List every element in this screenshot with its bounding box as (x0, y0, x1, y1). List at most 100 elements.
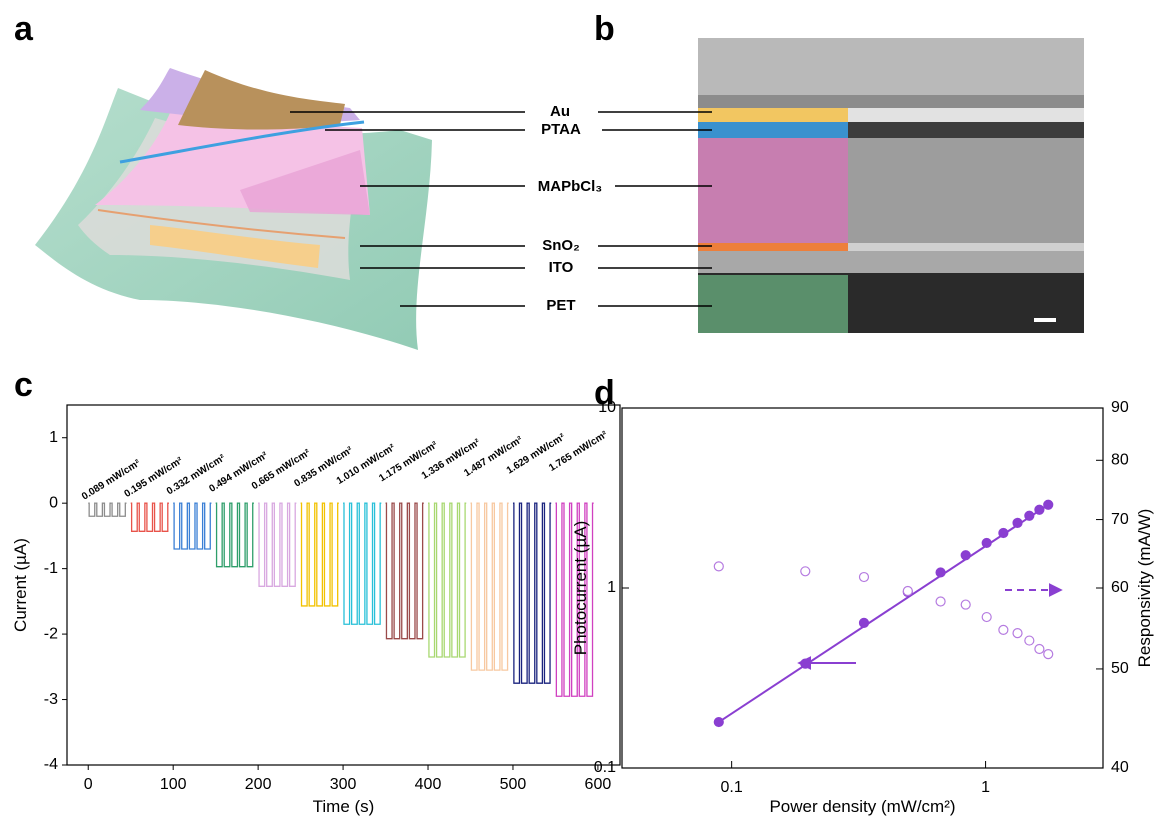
pulse (528, 502, 536, 684)
y-tick-label: 1 (607, 579, 616, 596)
x-tick-label: 100 (160, 776, 187, 793)
pulse (443, 502, 451, 658)
pulse (485, 502, 494, 671)
data-point (713, 561, 724, 572)
y2-tick-label: 60 (1111, 579, 1129, 596)
data-point (1034, 643, 1045, 655)
data-point (1024, 635, 1035, 646)
panel-label: a (14, 10, 34, 48)
sem-image (698, 38, 1084, 333)
data-point (800, 658, 811, 669)
data-point (1043, 648, 1054, 660)
pulse (373, 502, 382, 625)
x-tick-label: 500 (500, 776, 527, 793)
pulse (230, 502, 239, 568)
pulse (450, 502, 459, 658)
data-point (800, 566, 811, 577)
data-point (1012, 517, 1023, 528)
y-tick-label: -4 (44, 756, 58, 773)
data-point (858, 571, 870, 583)
pulse (215, 502, 224, 568)
pulse (416, 502, 424, 640)
y-tick-label: 10 (598, 399, 616, 416)
pulse (393, 502, 401, 640)
pulse (408, 502, 417, 640)
y2-tick-label: 80 (1111, 452, 1129, 469)
data-point (981, 611, 992, 623)
pulse (570, 502, 579, 697)
data-point (935, 567, 946, 578)
x-tick-label: 0 (84, 776, 93, 793)
pulse (173, 502, 181, 550)
pulse (300, 502, 309, 607)
pulse (512, 502, 521, 684)
x-tick-label: 0.1 (721, 779, 743, 796)
pulse (161, 502, 169, 532)
x-tick-label: 200 (245, 776, 272, 793)
panel-label: b (594, 10, 615, 48)
pulse (578, 502, 587, 697)
data-point (960, 599, 971, 610)
layer-label: SnO₂ (542, 237, 580, 254)
pulse (543, 502, 552, 684)
pulse (238, 502, 247, 568)
pulse (103, 502, 112, 517)
pulse (493, 502, 502, 671)
pulse (435, 502, 444, 658)
x-tick-label: 300 (330, 776, 357, 793)
data-point (981, 537, 992, 549)
panel-label: c (14, 366, 33, 404)
pulse (118, 502, 127, 517)
pulse (315, 502, 324, 607)
pulse (196, 502, 204, 550)
pulse (188, 502, 197, 550)
data-point (935, 596, 946, 607)
pulse (273, 502, 282, 587)
pulse (385, 502, 394, 640)
pulse (130, 502, 139, 532)
layer-label: PTAA (541, 121, 581, 138)
y2-axis-title: Responsivity (mA/W) (1135, 509, 1154, 668)
pulse (88, 502, 96, 517)
pulse (288, 502, 297, 587)
pulse (331, 502, 339, 607)
pulse (350, 502, 359, 625)
layer-label: PET (546, 297, 575, 314)
fit-line (718, 503, 1049, 723)
pulse (258, 502, 266, 587)
y-tick-label: 1 (49, 429, 58, 446)
pulse (535, 502, 544, 684)
pulse (478, 502, 486, 671)
pulse (400, 502, 409, 640)
pulse (343, 502, 351, 625)
pulse (501, 502, 509, 671)
y-axis-title: Photocurrent (µA) (571, 521, 590, 656)
y2-tick-label: 40 (1111, 759, 1129, 776)
x-axis-title: Power density (mW/cm²) (769, 797, 955, 816)
pulse (563, 502, 571, 697)
data-point (1034, 504, 1045, 515)
pulse (223, 502, 231, 568)
pulse (358, 502, 367, 625)
panel-label: d (594, 374, 615, 412)
x-tick-label: 1 (981, 779, 990, 796)
x-axis-title: Time (s) (313, 797, 375, 816)
y-tick-label: 0 (49, 494, 58, 511)
pulse (146, 502, 154, 532)
data-point (1012, 628, 1023, 639)
data-point (858, 617, 870, 628)
plot-frame (621, 407, 1104, 769)
pulse (586, 502, 594, 697)
pulse (95, 502, 104, 517)
y2-tick-label: 70 (1111, 511, 1129, 528)
pulse (555, 502, 564, 697)
pulse (138, 502, 146, 532)
pulse (246, 502, 254, 568)
data-point (713, 716, 724, 728)
y-axis-title: Current (µA) (11, 538, 30, 632)
pulse (308, 502, 316, 607)
pulse (470, 502, 479, 671)
x-tick-label: 600 (585, 776, 612, 793)
